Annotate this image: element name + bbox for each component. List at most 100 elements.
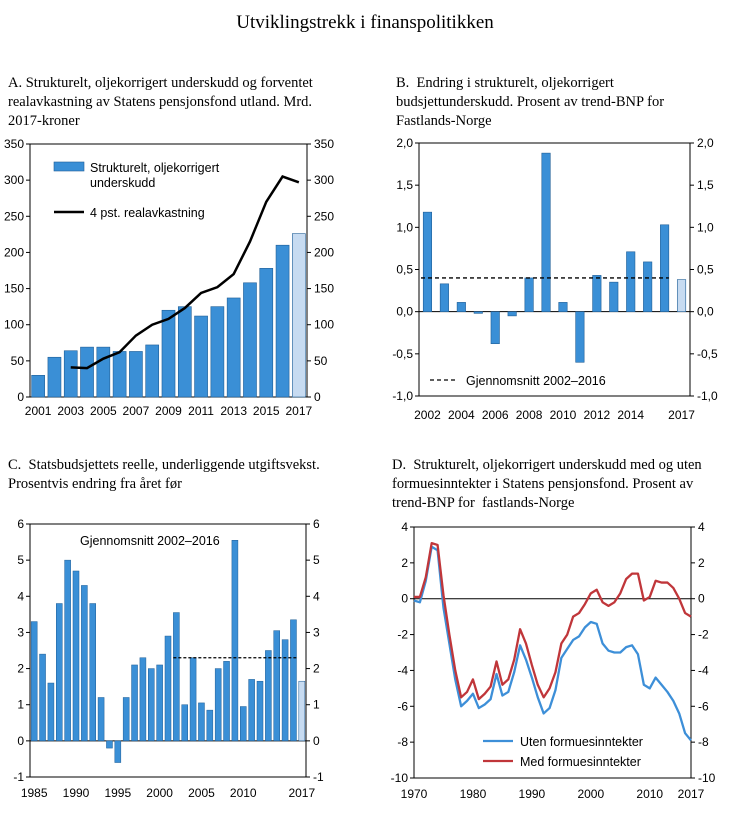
c-ytick-label-left: 0 (17, 734, 24, 748)
b-ytick-label-right: -0,5 (697, 347, 718, 361)
a-ytick-label-left: 0 (17, 390, 24, 404)
b-xtick-label: 2017 (668, 408, 695, 422)
a-ytick-label-left: 50 (11, 354, 25, 368)
b-bar (422, 211, 433, 312)
b-ytick-label-right: 0,0 (697, 305, 714, 319)
a-ytick-label-right: 350 (314, 137, 334, 151)
a-bar (194, 315, 208, 398)
panel-a-title: A. Strukturelt, oljekorrigert underskudd… (8, 75, 313, 129)
c-bar (206, 709, 214, 742)
d-ytick-label-right: -10 (698, 771, 716, 785)
c-bar (131, 664, 138, 742)
b-bar (609, 281, 619, 312)
c-bar (47, 682, 55, 742)
c-ytick-label-left: 1 (17, 698, 24, 712)
c-bar (181, 704, 188, 742)
b-xtick-label: 2012 (583, 408, 610, 422)
d-ytick-label-right: 2 (698, 556, 705, 570)
c-ytick-label-right: 1 (313, 698, 320, 712)
b-xtick-label: 2002 (414, 408, 441, 422)
a-ytick-label-right: 0 (314, 390, 321, 404)
a-bar (161, 309, 176, 398)
d-ytick-label-right: 4 (698, 520, 705, 534)
b-bar (541, 152, 551, 312)
b-bar (507, 311, 517, 317)
b-ytick-label-left: -1,0 (392, 389, 413, 403)
panel-c-title: C. Statsbudsjettets reelle, underliggend… (8, 457, 320, 492)
b-xtick-label: 2014 (617, 408, 644, 422)
a-bar (275, 244, 290, 398)
c-ytick-label-left: 5 (17, 553, 24, 567)
c-bar (156, 664, 163, 742)
c-bar (214, 668, 222, 742)
b-bar (575, 311, 585, 363)
d-ytick-label-left: -4 (397, 663, 408, 677)
a-ytick-label-left: 150 (4, 282, 24, 296)
c-ytick-label-left: 4 (17, 589, 24, 603)
c-xtick-label: 2005 (188, 786, 215, 800)
c-ytick-label-left: 2 (17, 662, 24, 676)
d-line-med-formuesinntekter (414, 541, 692, 701)
c-xtick-label: 1990 (63, 786, 90, 800)
d-xtick-label: 1980 (460, 787, 487, 801)
b-ytick-label-right: -1,0 (697, 389, 718, 403)
c-bar (72, 570, 80, 742)
b-ytick-label-left: -0,5 (392, 347, 413, 361)
a-bar (112, 351, 127, 398)
c-bar (298, 680, 306, 742)
a-bar (63, 350, 78, 398)
b-xtick-label: 2004 (448, 408, 475, 422)
c-bar (265, 650, 272, 742)
a-bar (243, 282, 257, 398)
d-ytick-label-right: -2 (698, 628, 709, 642)
b-ytick-label-left: 1,0 (396, 220, 413, 234)
b-ytick-label-right: 1,5 (697, 178, 714, 192)
b-xtick-label: 2008 (516, 408, 543, 422)
c-xtick-label: 2017 (288, 786, 315, 800)
d-xtick-label: 2010 (636, 787, 663, 801)
a-ytick-label-right: 200 (314, 245, 334, 259)
a-ytick-label-right: 100 (314, 318, 334, 332)
a-ytick-label-left: 250 (4, 209, 24, 223)
b-bar (490, 311, 500, 345)
c-bar (240, 706, 247, 742)
b-bar (456, 302, 466, 312)
a-xtick-label: 2015 (253, 404, 280, 418)
d-xtick-label: 1990 (519, 787, 546, 801)
b-bar (626, 251, 636, 312)
d-legend-med-label: Med formuesinntekter (520, 755, 641, 769)
a-bar (177, 306, 192, 398)
c-bar (223, 661, 230, 742)
a-xtick-label: 2003 (57, 404, 84, 418)
c-bar (97, 697, 105, 742)
a-bar (226, 297, 241, 398)
a-bar (129, 351, 143, 398)
c-bar (248, 679, 255, 742)
d-ytick-label-left: -10 (391, 771, 409, 785)
a-bar (47, 356, 62, 398)
c-bar (122, 697, 130, 742)
c-bar (198, 702, 205, 742)
panel-d-title: D. Strukturelt, oljekorrigert underskudd… (392, 457, 702, 511)
d-ytick-label-left: -2 (397, 628, 408, 642)
d-ytick-label-right: 0 (698, 592, 705, 606)
d-ytick-label-right: -8 (698, 735, 709, 749)
c-ytick-label-right: 2 (313, 662, 320, 676)
b-bar (439, 283, 449, 312)
b-xtick-label: 2010 (550, 408, 577, 422)
b-ytick-label-left: 2,0 (396, 136, 413, 150)
c-xtick-label: 1995 (104, 786, 131, 800)
b-bar (660, 224, 670, 312)
c-ytick-label-left: -1 (13, 770, 24, 784)
a-bar (96, 346, 111, 398)
c-bar (114, 740, 122, 763)
a-xtick-label: 2001 (25, 404, 52, 418)
c-bar (56, 603, 63, 742)
a-line-realavkastning (70, 175, 300, 370)
a-bar (80, 346, 94, 398)
a-legend-bar-label-2: underskudd (90, 176, 155, 190)
c-bar (173, 612, 180, 742)
d-legend-uten-label: Uten formuesinntekter (520, 735, 643, 749)
b-ytick-label-left: 1,5 (396, 178, 413, 192)
